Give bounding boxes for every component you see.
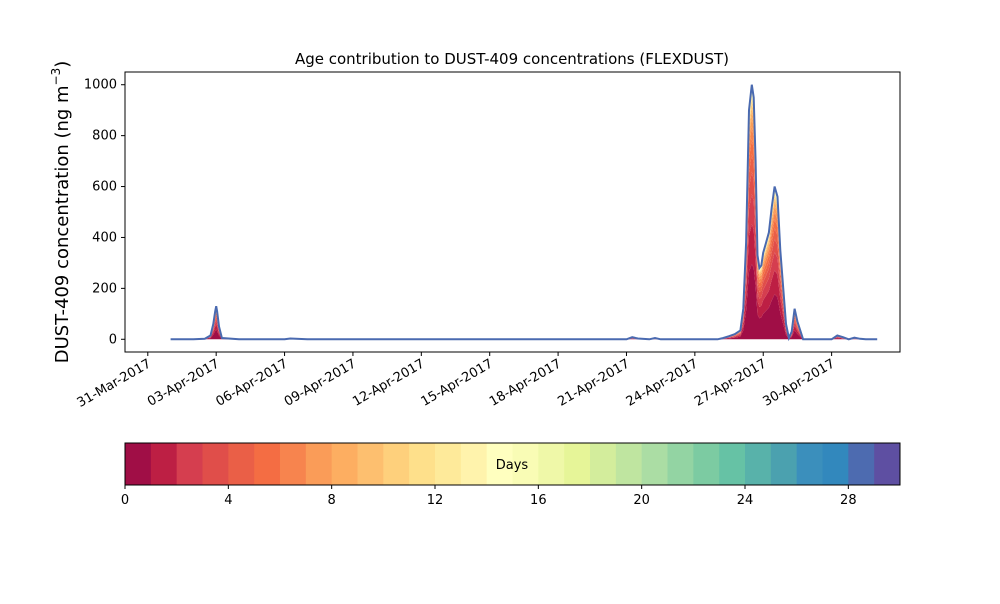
x-tick-label: 27-Apr-2017 (692, 356, 769, 409)
colorbar-swatch (641, 443, 668, 485)
colorbar-tick-label: 16 (530, 493, 547, 508)
total-outline-line (170, 84, 878, 342)
x-tick-label: 09-Apr-2017 (282, 356, 359, 409)
colorbar-swatch (357, 443, 384, 485)
colorbar-swatch (615, 443, 643, 485)
colorbar-tick-label: 8 (328, 493, 336, 508)
colorbar-tick-label: 12 (427, 493, 444, 508)
x-axis: 31-Mar-201703-Apr-201706-Apr-201709-Apr-… (75, 352, 838, 411)
colorbar-swatch (254, 443, 281, 485)
x-tick-label: 15-Apr-2017 (419, 356, 496, 409)
colorbar-swatch (331, 443, 358, 485)
y-tick-label: 0 (109, 332, 117, 347)
x-tick-label: 31-Mar-2017 (75, 356, 154, 410)
colorbar-axis: 0 4 8 12 16 20 24 28 (121, 485, 857, 508)
y-tick-label: 600 (92, 180, 117, 195)
y-tick-label: 200 (92, 281, 117, 296)
x-tick-label: 21-Apr-2017 (555, 356, 632, 409)
plot-frame (124, 71, 901, 353)
colorbar-swatch (874, 443, 901, 485)
colorbar-swatch (564, 443, 591, 485)
x-tick-label: 30-Apr-2017 (760, 356, 837, 409)
colorbar-swatch (848, 443, 875, 485)
y-axis: 0 200 400 600 800 1000 (84, 78, 125, 347)
colorbar-swatch (796, 443, 823, 485)
x-tick-label: 12-Apr-2017 (350, 356, 427, 409)
colorbar-tick-label: 28 (840, 493, 857, 508)
colorbar-swatch (176, 443, 203, 485)
colorbar-swatch (409, 443, 436, 485)
colorbar-swatch (305, 443, 333, 485)
colorbar-label: Days (496, 458, 529, 473)
colorbar-swatch (150, 443, 178, 485)
colorbar-swatch (745, 443, 772, 485)
colorbar-swatch (822, 443, 849, 485)
colorbar-swatch (538, 443, 565, 485)
colorbar-swatch (228, 443, 255, 485)
x-tick-label: 18-Apr-2017 (487, 356, 564, 409)
y-axis-label: DUST-409 concentration (ng m−3) (49, 61, 73, 364)
colorbar-swatch (667, 443, 694, 485)
colorbar-swatch (590, 443, 617, 485)
colorbar-swatch (280, 443, 307, 485)
chart-title: Age contribution to DUST-409 concentrati… (295, 50, 729, 68)
colorbar-swatch (486, 443, 513, 485)
y-tick-label: 400 (92, 230, 117, 245)
colorbar (124, 442, 901, 486)
colorbar-tick-label: 20 (633, 493, 650, 508)
colorbar-tick-label: 0 (121, 493, 129, 508)
colorbar-swatch (460, 443, 488, 485)
colorbar-frame (124, 442, 901, 486)
x-tick-label: 03-Apr-2017 (145, 356, 222, 409)
colorbar-swatch (693, 443, 720, 485)
colorbar-swatch (383, 443, 410, 485)
colorbar-swatch (770, 443, 798, 485)
x-tick-label: 24-Apr-2017 (624, 356, 701, 409)
y-tick-label: 1000 (84, 78, 117, 93)
colorbar-swatch (512, 443, 539, 485)
colorbar-swatch (125, 443, 152, 485)
colorbar-tick-label: 4 (224, 493, 232, 508)
y-tick-label: 800 (92, 129, 117, 144)
colorbar-tick-label: 24 (737, 493, 754, 508)
colorbar-swatch (202, 443, 229, 485)
colorbar-swatch (435, 443, 462, 485)
x-tick-label: 06-Apr-2017 (213, 356, 290, 409)
colorbar-swatch (719, 443, 746, 485)
